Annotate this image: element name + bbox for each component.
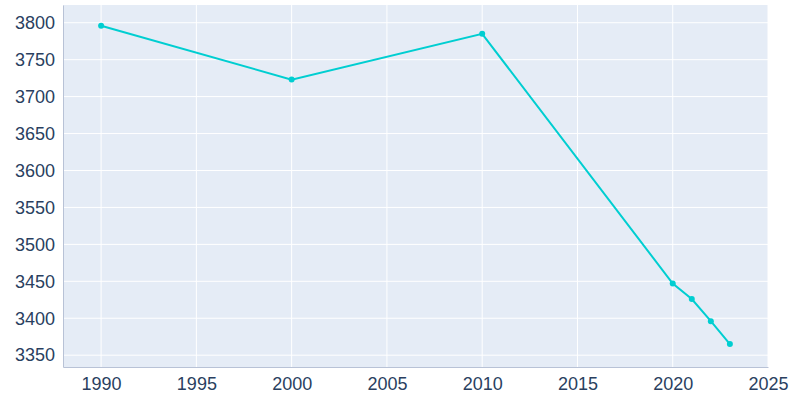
grid-line	[63, 281, 768, 282]
grid-line	[63, 96, 768, 97]
y-axis: 3350 3400 3450 3500 3550 3600 3650 3700 3750 3800	[15, 6, 64, 368]
chart: 1990 1995 2000 2005 2010 2015 2020 2025 3350 3400…	[0, 0, 800, 400]
grid	[63, 5, 768, 367]
x-tick: 2025	[748, 367, 788, 394]
x-tick: 1990	[82, 367, 122, 394]
y-tick-label: 3550	[15, 198, 55, 218]
y-tick-label: 3400	[15, 309, 55, 329]
x-tick-label: 2010	[463, 374, 503, 394]
point	[708, 318, 714, 324]
x-tick-label: 2015	[558, 374, 598, 394]
point	[689, 296, 695, 302]
grid-line	[63, 59, 768, 60]
x-tick: 1995	[177, 367, 217, 394]
y-tick: 3400	[15, 309, 63, 329]
plot: 1990 1995 2000 2005 2010 2015 2020 2025 3350 3400…	[15, 5, 789, 394]
line	[101, 26, 730, 344]
y-tick-label: 3800	[15, 13, 55, 33]
y-tick: 3350	[15, 345, 63, 365]
x-axis: 1990 1995 2000 2005 2010 2015 2020 2025	[64, 367, 789, 394]
axis-line	[63, 6, 64, 368]
point	[479, 31, 485, 37]
y-tick-label: 3500	[15, 235, 55, 255]
y-tick: 3700	[15, 87, 63, 107]
point	[727, 341, 733, 347]
y-tick: 3800	[15, 13, 63, 33]
point	[670, 281, 676, 287]
x-tick-label: 2000	[272, 374, 312, 394]
x-tick: 2010	[463, 367, 503, 394]
y-tick: 3550	[15, 198, 63, 218]
x-tick: 2005	[367, 367, 407, 394]
grid-line	[63, 22, 768, 23]
grid-line	[63, 170, 768, 171]
y-tick-label: 3700	[15, 87, 55, 107]
axis-line	[64, 367, 769, 368]
x-tick-label: 2025	[748, 374, 788, 394]
x-tick: 2000	[272, 367, 312, 394]
grid-line	[63, 355, 768, 356]
y-tick: 3500	[15, 235, 63, 255]
y-tick-label: 3450	[15, 272, 55, 292]
point	[98, 23, 104, 29]
point	[289, 77, 295, 83]
x-tick: 2020	[653, 367, 693, 394]
grid-line	[63, 318, 768, 319]
y-tick-label: 3600	[15, 161, 55, 181]
grid-line	[63, 207, 768, 208]
plot-background	[63, 5, 768, 367]
y-tick: 3450	[15, 272, 63, 292]
y-tick-label: 3350	[15, 345, 55, 365]
y-tick: 3600	[15, 161, 63, 181]
x-tick-label: 1995	[177, 374, 217, 394]
x-tick-label: 2005	[367, 374, 407, 394]
x-tick-label: 2020	[653, 374, 693, 394]
y-tick-label: 3650	[15, 124, 55, 144]
y-tick: 3650	[15, 124, 63, 144]
y-tick: 3750	[15, 50, 63, 70]
marks	[98, 23, 733, 347]
x-tick: 2015	[558, 367, 598, 394]
x-tick-label: 1990	[82, 374, 122, 394]
grid-line	[63, 133, 768, 134]
grid-line	[63, 244, 768, 245]
y-tick-label: 3750	[15, 50, 55, 70]
